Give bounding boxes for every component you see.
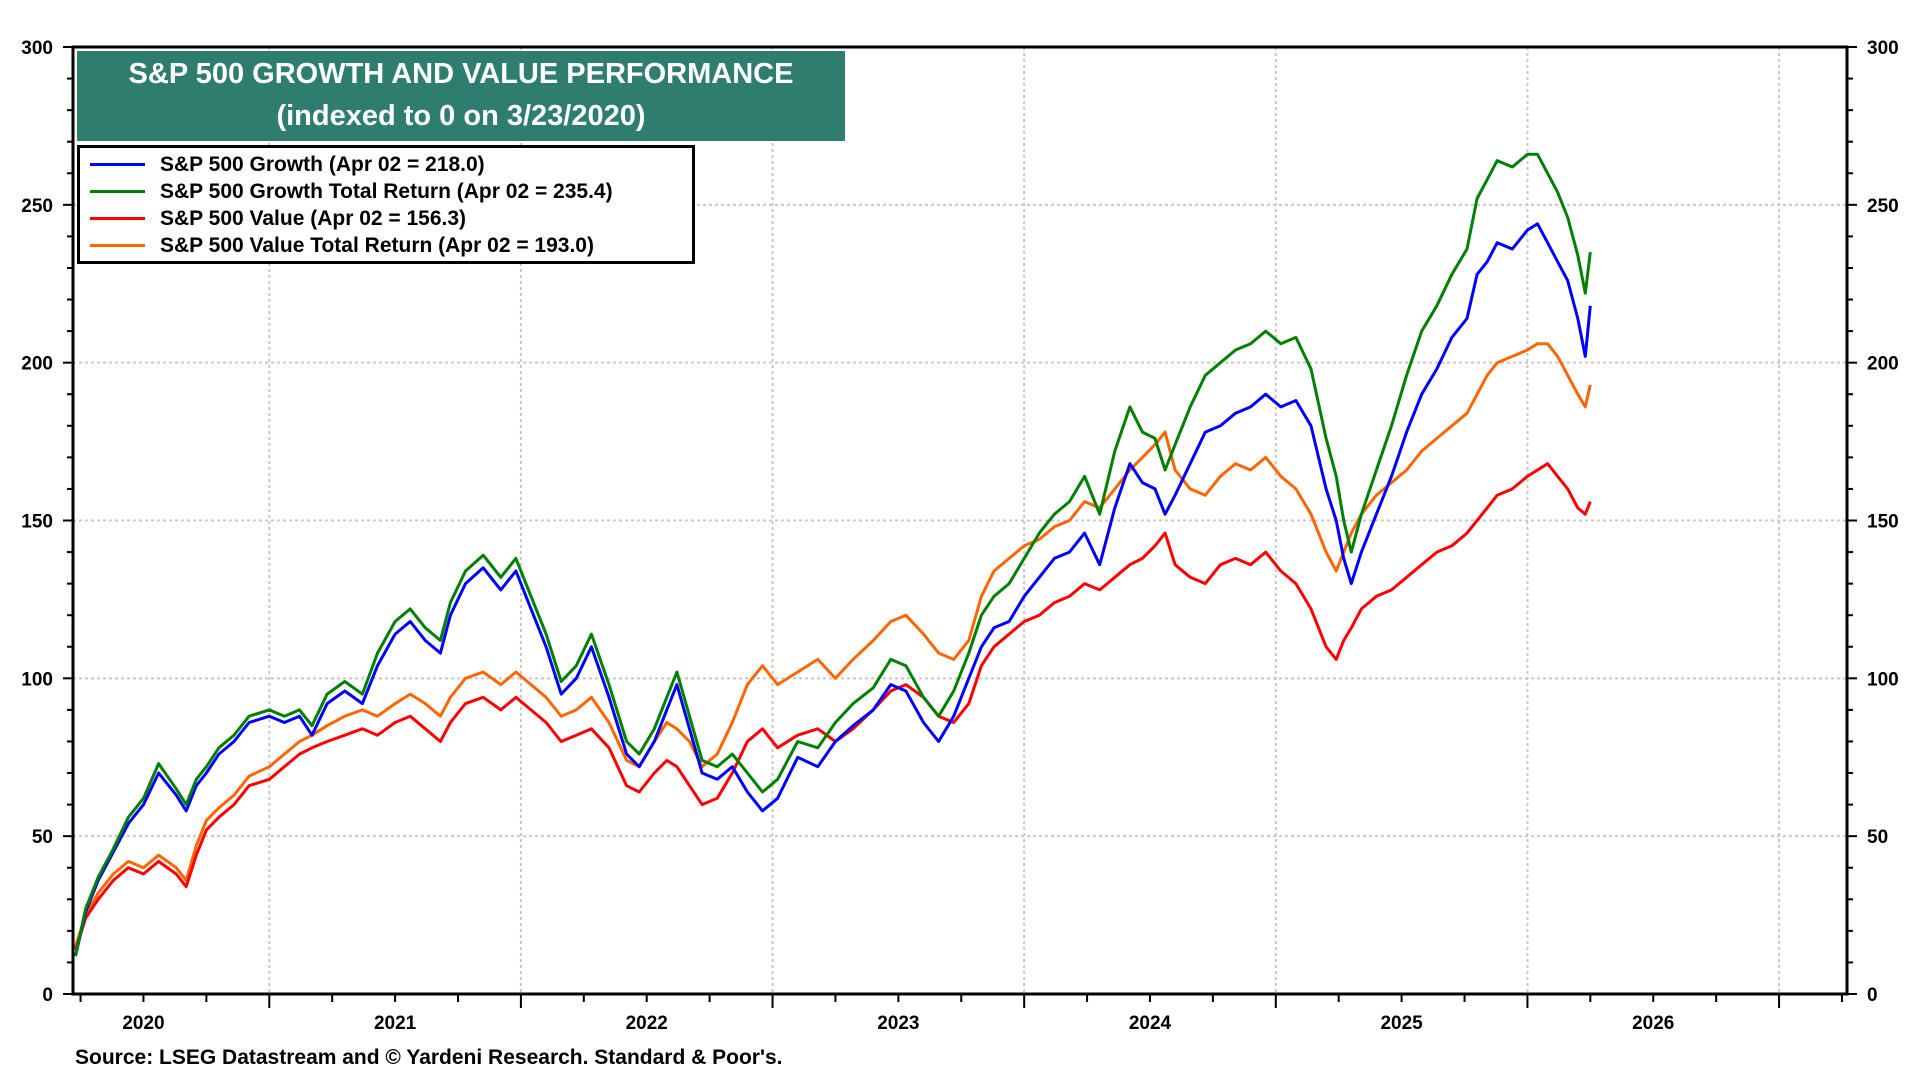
series-line-s-p-500-growth-total-return [74, 152, 1592, 957]
series-line-s-p-500-growth [74, 222, 1592, 957]
y-tick-label-left: 150 [21, 512, 53, 533]
legend: S&P 500 Growth (Apr 02 = 218.0) S&P 500 … [77, 145, 695, 264]
y-tick-label-right: 300 [1867, 38, 1899, 59]
x-tick-label: 2026 [1632, 1013, 1674, 1034]
y-tick-label-right: 150 [1867, 512, 1899, 533]
legend-swatch-growth [90, 163, 145, 166]
series-lines [74, 152, 1592, 957]
y-axis-right: 0 50 100 150 200 250 300 [1847, 38, 1899, 1006]
title-box: S&P 500 GROWTH AND VALUE PERFORMANCE (in… [77, 51, 845, 141]
legend-swatch-growth-total-return [90, 190, 145, 193]
x-axis: 2020 2021 2022 2023 2024 2025 2026 [79, 994, 1843, 1034]
y-tick-label-right: 50 [1867, 827, 1888, 848]
legend-label-value: S&P 500 Value (Apr 02 = 156.3) [160, 206, 467, 230]
legend-item-growth-total-return: S&P 500 Growth Total Return (Apr 02 = 23… [80, 178, 613, 205]
y-axis-left: 0 50 100 150 200 250 300 [21, 38, 73, 1006]
series-line-s-p-500-value-total-return [74, 342, 1592, 948]
legend-item-growth: S&P 500 Growth (Apr 02 = 218.0) [80, 151, 485, 178]
source-note: Source: LSEG Datastream and © Yardeni Re… [75, 1046, 783, 1069]
y-tick-label-left: 100 [21, 669, 53, 690]
y-tick-label-right: 100 [1867, 669, 1899, 690]
series-line-s-p-500-value [74, 462, 1592, 951]
legend-label-value-total-return: S&P 500 Value Total Return (Apr 02 = 193… [160, 233, 594, 257]
y-tick-label-left: 50 [32, 827, 53, 848]
x-tick-label: 2025 [1380, 1013, 1423, 1034]
y-tick-label-left: 0 [42, 985, 53, 1006]
y-tick-label-right: 250 [1867, 196, 1899, 217]
legend-label-growth-total-return: S&P 500 Growth Total Return (Apr 02 = 23… [160, 179, 613, 203]
legend-item-value: S&P 500 Value (Apr 02 = 156.3) [80, 205, 466, 232]
chart-title: S&P 500 GROWTH AND VALUE PERFORMANCE [128, 58, 794, 90]
legend-label-growth: S&P 500 Growth (Apr 02 = 218.0) [160, 152, 485, 176]
x-tick-label: 2020 [122, 1013, 164, 1034]
x-tick-label: 2023 [877, 1013, 919, 1034]
y-tick-label-left: 250 [21, 196, 53, 217]
x-tick-label: 2021 [374, 1013, 417, 1034]
y-tick-label-right: 0 [1867, 985, 1878, 1006]
chart-subtitle: (indexed to 0 on 3/23/2020) [276, 100, 646, 132]
y-tick-label-right: 200 [1867, 354, 1899, 375]
y-tick-label-left: 200 [21, 354, 53, 375]
x-tick-label: 2024 [1129, 1013, 1172, 1034]
legend-swatch-value-total-return [90, 244, 145, 247]
y-tick-label-left: 300 [21, 38, 53, 59]
x-tick-label: 2022 [626, 1013, 668, 1034]
legend-item-value-total-return: S&P 500 Value Total Return (Apr 02 = 193… [80, 232, 594, 259]
legend-swatch-value [90, 217, 145, 220]
